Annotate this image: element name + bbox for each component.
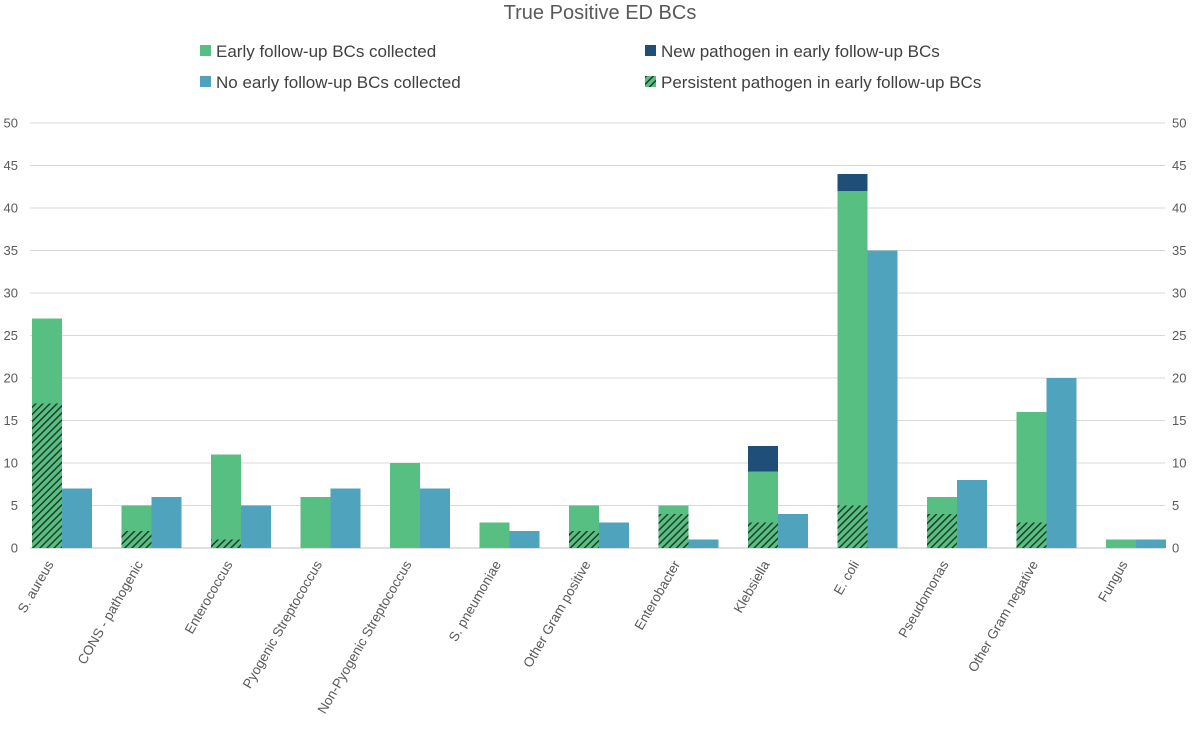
x-tick-label: Pseudomonas <box>895 558 951 640</box>
bar-no-early-follow-up <box>1136 539 1166 548</box>
bar-persistent-pathogen <box>211 539 241 548</box>
bar-persistent-pathogen <box>569 531 599 548</box>
x-tick-label: Klebsiella <box>731 558 773 616</box>
x-tick-label: S. aureus <box>15 558 57 616</box>
bars <box>32 174 1166 548</box>
bar-persistent-pathogen <box>837 505 868 548</box>
bar-early-follow-up <box>211 454 241 548</box>
chart-title: True Positive ED BCs <box>504 2 697 24</box>
legend-swatch-early <box>200 45 211 56</box>
legend-swatch-new <box>645 45 656 56</box>
y-axis-right: 0 5 10 15 20 25 30 35 40 45 50 <box>1172 116 1186 556</box>
bar-early-follow-up <box>837 191 868 548</box>
y-axis-left: 0 5 10 15 20 25 30 35 40 45 50 <box>4 116 18 556</box>
bar-early-follow-up <box>300 497 331 548</box>
legend-label-no-early: No early follow-up BCs collected <box>216 73 461 92</box>
bar-new-pathogen <box>748 446 778 472</box>
y-tick-label-right: 10 <box>1172 456 1186 471</box>
bar-no-early-follow-up <box>330 488 361 548</box>
bar-no-early-follow-up <box>778 514 808 548</box>
x-axis-categories: S. aureus CONS - pathogenic Enterococcus Py… <box>15 558 1131 717</box>
bar-new-pathogen <box>837 174 868 191</box>
bar-early-follow-up <box>390 463 420 548</box>
x-tick-label: E. coli <box>831 558 862 597</box>
bar-no-early-follow-up <box>62 488 92 548</box>
bar-persistent-pathogen <box>121 531 152 548</box>
y-tick-label-right: 40 <box>1172 201 1186 216</box>
y-tick-label-left: 35 <box>4 243 18 258</box>
x-tick-label: Fungus <box>1095 558 1131 605</box>
y-tick-label-left: 45 <box>4 158 18 173</box>
y-tick-label-left: 30 <box>4 286 18 301</box>
x-tick-label: Other Gram positive <box>520 558 593 670</box>
bar-no-early-follow-up <box>420 488 450 548</box>
x-tick-label: Other Gram negative <box>965 558 1041 675</box>
legend: Early follow-up BCs collected New pathog… <box>200 42 981 92</box>
y-tick-label-left: 25 <box>4 328 18 343</box>
bar-early-follow-up <box>479 522 510 548</box>
legend-label-early: Early follow-up BCs collected <box>216 42 436 61</box>
x-tick-label: Enterobacter <box>631 558 683 633</box>
legend-label-new: New pathogen in early follow-up BCs <box>661 42 940 61</box>
legend-label-persistent: Persistent pathogen in early follow-up B… <box>661 73 981 92</box>
x-tick-label: Enterococcus <box>182 558 236 637</box>
bar-no-early-follow-up <box>867 250 898 548</box>
bar-no-early-follow-up <box>151 497 182 548</box>
bar-no-early-follow-up <box>957 480 987 548</box>
bar-no-early-follow-up <box>241 505 271 548</box>
legend-swatch-no-early <box>200 76 211 87</box>
gridlines <box>30 122 1165 549</box>
bar-persistent-pathogen <box>658 514 689 548</box>
y-tick-label-left: 15 <box>4 413 18 428</box>
y-tick-label-left: 5 <box>11 498 18 513</box>
x-tick-label: CONS - pathogenic <box>75 558 147 667</box>
y-tick-label-right: 35 <box>1172 243 1186 258</box>
bar-persistent-pathogen <box>748 522 778 548</box>
y-tick-label-right: 5 <box>1172 498 1179 513</box>
legend-swatch-persistent <box>645 76 656 87</box>
y-tick-label-right: 25 <box>1172 328 1186 343</box>
y-tick-label-left: 40 <box>4 201 18 216</box>
y-tick-label-right: 15 <box>1172 413 1186 428</box>
bar-persistent-pathogen <box>1016 522 1047 548</box>
x-tick-label: Pyogenic Streptococcus <box>240 558 326 691</box>
y-tick-label-left: 10 <box>4 456 18 471</box>
x-tick-label: S. pneumoniae <box>446 558 504 644</box>
bar-early-follow-up <box>1106 539 1136 548</box>
bar-persistent-pathogen <box>32 403 62 548</box>
bar-no-early-follow-up <box>509 531 540 548</box>
bar-no-early-follow-up <box>1046 378 1077 548</box>
bar-no-early-follow-up <box>599 522 629 548</box>
y-tick-label-left: 20 <box>4 371 18 386</box>
y-tick-label-right: 50 <box>1172 116 1186 131</box>
y-tick-label-right: 0 <box>1172 541 1179 556</box>
x-tick-label: Non-Pyogenic Streptococcus <box>315 558 415 716</box>
y-tick-label-right: 20 <box>1172 371 1186 386</box>
y-tick-label-left: 0 <box>11 541 18 556</box>
y-tick-label-left: 50 <box>4 116 18 131</box>
bar-persistent-pathogen <box>927 514 957 548</box>
bar-no-early-follow-up <box>688 539 719 548</box>
y-tick-label-right: 30 <box>1172 286 1186 301</box>
y-tick-label-right: 45 <box>1172 158 1186 173</box>
